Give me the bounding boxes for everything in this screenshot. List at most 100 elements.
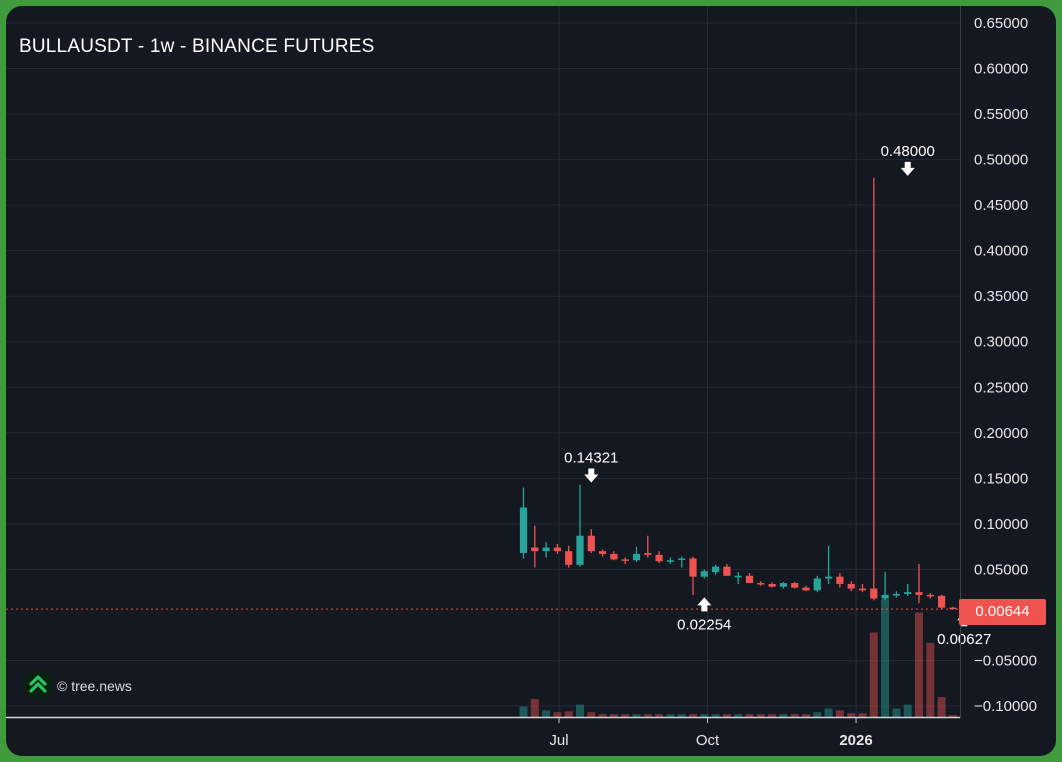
volume-bar — [835, 710, 844, 717]
candle — [768, 582, 776, 588]
candle-body — [858, 588, 867, 591]
volume-bar — [666, 714, 675, 717]
volume-bar — [632, 714, 641, 717]
candle — [723, 563, 731, 576]
volume-bar — [553, 712, 562, 717]
y-tick-label: 0.40000 — [974, 243, 1028, 260]
candle-body — [689, 558, 697, 577]
annotation-label: 0.48000 — [881, 143, 935, 160]
y-tick-label: 0.10000 — [974, 516, 1028, 533]
candle — [712, 564, 720, 575]
candle-body — [576, 535, 584, 565]
volume-bar — [609, 714, 618, 717]
arrow-down-icon — [900, 161, 915, 176]
candle — [644, 535, 652, 558]
candle-body — [768, 583, 776, 587]
volume-bar — [530, 698, 539, 717]
volume-bar — [937, 697, 946, 717]
watermark-text: © tree.news — [57, 678, 132, 694]
candle-body — [745, 575, 754, 584]
candle — [599, 549, 607, 557]
annotation: 0.02254 — [677, 597, 731, 633]
volume-bar — [722, 714, 731, 717]
candle — [655, 551, 663, 564]
candle-body — [621, 559, 629, 561]
current-price-label: 0.00644 — [959, 599, 1046, 625]
candle-body — [757, 583, 765, 585]
candle-body — [779, 583, 787, 587]
candle — [745, 573, 754, 584]
candle — [870, 177, 878, 601]
candle-body — [542, 547, 550, 552]
volume-bar — [689, 714, 697, 717]
x-tick-label: 2026 — [839, 732, 872, 749]
candle-body — [915, 592, 923, 595]
candle-body — [700, 571, 708, 577]
x-tick-label: Jul — [549, 732, 568, 749]
y-tick-label: 0.15000 — [974, 470, 1028, 487]
candle-body — [632, 553, 641, 561]
candle-body — [926, 594, 934, 597]
candle-body — [892, 593, 900, 596]
y-tick-label: 0.30000 — [974, 334, 1028, 351]
volume-bar — [587, 712, 596, 717]
volume-bar — [621, 714, 630, 717]
candle — [825, 545, 833, 584]
annotation: 0.48000 — [881, 143, 935, 176]
candle-body — [678, 558, 686, 560]
y-tick-label: 0.50000 — [974, 152, 1028, 169]
volume-bar — [711, 714, 720, 717]
y-tick-label: 0.25000 — [974, 379, 1028, 396]
candle — [700, 569, 708, 579]
candlestick-chart: 0.14321 0.02254 0.48000 0.00627 0.65000 0.60… — [6, 6, 1037, 749]
y-tick-label: 0.60000 — [974, 61, 1028, 78]
candle-body — [644, 553, 652, 555]
volume-bar — [892, 708, 901, 717]
volume-bar — [598, 714, 607, 717]
volume-bar — [745, 714, 754, 717]
candle — [553, 543, 561, 554]
candle-body — [847, 583, 855, 589]
volume-bar — [700, 714, 709, 717]
candle — [531, 525, 539, 568]
candle — [904, 583, 912, 596]
volume-bar — [655, 714, 664, 717]
candle-body — [531, 547, 539, 552]
candle-body — [881, 594, 889, 599]
volume-bar — [768, 714, 777, 717]
candle — [813, 575, 821, 593]
candle-body — [870, 588, 878, 599]
volume-bar — [948, 715, 957, 717]
volume-bar — [779, 714, 788, 717]
candle-body — [610, 553, 618, 560]
volume-bar — [643, 714, 652, 717]
y-tick-label: 0.35000 — [974, 288, 1028, 305]
arrow-up-icon — [697, 597, 712, 612]
volume-bar — [790, 714, 799, 717]
arrow-down-icon — [584, 468, 599, 483]
chart-frame: 0.14321 0.02254 0.48000 0.00627 0.65000 0.60… — [6, 6, 1056, 756]
chart-title: BULLAUSDT - 1w - BINANCE FUTURES — [19, 36, 375, 57]
candle — [881, 572, 889, 601]
y-tick-label: 0.05000 — [974, 561, 1028, 578]
y-tick-label: −0.10000 — [974, 698, 1037, 715]
volume-bar — [881, 599, 890, 717]
y-tick-label: 0.65000 — [974, 15, 1028, 32]
candle — [779, 582, 787, 589]
annotations: 0.14321 0.02254 0.48000 0.00627 — [564, 143, 991, 648]
candle — [836, 573, 844, 588]
candle — [610, 551, 618, 561]
candle — [858, 583, 867, 593]
candle-body — [938, 595, 946, 608]
candle — [576, 484, 584, 567]
candle — [757, 581, 765, 586]
axes: 0.65000 0.60000 0.55000 0.50000 0.45000 0.400… — [6, 6, 1037, 749]
volume-bar — [824, 708, 833, 717]
candle — [632, 546, 641, 563]
annotation-label: 0.02254 — [677, 616, 731, 633]
candle — [542, 542, 550, 558]
annotation-label: 0.00627 — [937, 631, 991, 648]
candle — [734, 572, 742, 584]
candle-body — [712, 566, 720, 573]
candle-body — [734, 575, 742, 578]
